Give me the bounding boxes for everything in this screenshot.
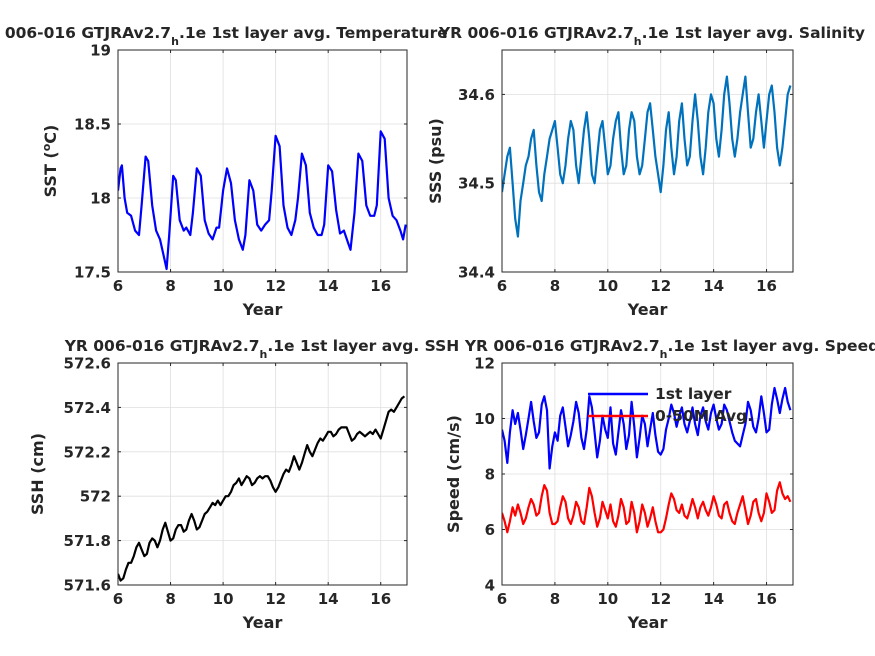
title-subscript: h	[660, 348, 668, 361]
x-tick-label: 8	[550, 590, 560, 608]
series-line-1	[118, 395, 406, 582]
y-tick-label: 571.8	[64, 532, 111, 550]
x-tick-label: 8	[550, 277, 560, 295]
x-tick-label: 12	[650, 277, 671, 295]
subplot-1: 6 8 10 12 14 16 17.5 18 18.5 19 Year SST (oC) YR 006…	[0, 24, 448, 319]
series-line-1	[502, 386, 792, 470]
y-tick-label: 572	[80, 488, 111, 506]
title-main: YR 006-016 GTJRAv2.7	[464, 337, 660, 355]
x-tick-label: 8	[165, 590, 175, 608]
axes-box	[501, 49, 794, 273]
x-tick-label: 10	[213, 590, 234, 608]
y-tick-label: 34.5	[458, 175, 495, 193]
y-tick-label: 10	[474, 410, 495, 428]
y-label-main: SSH (cm)	[28, 433, 47, 515]
y-tick-label: 34.4	[458, 264, 495, 282]
x-tick-label: 12	[265, 590, 286, 608]
subplot-title: YR 006-016 GTJRAv2.7h.1e 1st layer avg. …	[464, 337, 875, 361]
y-tick-label: 572.6	[64, 355, 111, 373]
title-rest: .1e 1st layer avg. Temperature	[179, 24, 448, 42]
legend-label-1: 1st layer	[655, 385, 732, 403]
x-tick-label: 16	[756, 277, 777, 295]
title-main: YR 006-016 GTJRAv2.7	[64, 337, 260, 355]
series-group	[502, 386, 792, 534]
x-tick-label: 12	[265, 277, 286, 295]
y-axis-label: SSS (psu)	[426, 118, 445, 204]
x-axis-label: Year	[627, 613, 668, 632]
x-tick-label: 10	[213, 277, 234, 295]
title-subscript: h	[260, 348, 268, 361]
series-group	[118, 130, 407, 271]
x-tick-label: 16	[756, 590, 777, 608]
y-tick-label: 18.5	[74, 116, 111, 134]
title-main: YR 006-016 GTJRAv2.7	[0, 24, 171, 42]
y-axis-label: SST (oC)	[40, 125, 61, 198]
x-tick-label: 14	[703, 590, 724, 608]
plot-area	[118, 363, 407, 585]
x-tick-label: 14	[703, 277, 724, 295]
series-group	[502, 75, 792, 238]
y-label-rest: C)	[41, 125, 60, 144]
series-line-1	[502, 75, 792, 238]
y-tick-label: 6	[485, 521, 495, 539]
x-tick-label: 12	[650, 590, 671, 608]
title-rest: .1e 1st layer avg. Speed	[668, 337, 875, 355]
axes-box	[117, 49, 408, 273]
subplot-title: YR 006-016 GTJRAv2.7h.1e 1st layer avg. …	[0, 24, 448, 48]
x-axis-label: Year	[242, 613, 283, 632]
y-tick-label: 34.6	[458, 86, 495, 104]
y-tick-label: 8	[485, 466, 495, 484]
x-tick-label: 8	[165, 277, 175, 295]
y-tick-label: 572.4	[64, 399, 111, 417]
x-tick-label: 6	[113, 590, 123, 608]
title-rest: .1e 1st layer avg. SSH	[267, 337, 459, 355]
y-label-main: SST (	[41, 151, 60, 197]
title-main: YR 006-016 GTJRAv2.7	[438, 24, 634, 42]
x-tick-label: 6	[497, 590, 507, 608]
y-tick-label: 571.6	[64, 577, 111, 595]
series-line-2	[502, 481, 792, 534]
y-tick-label: 17.5	[74, 264, 111, 282]
y-tick-label: 572.2	[64, 443, 111, 461]
title-rest: .1e 1st layer avg. Salinity	[642, 24, 865, 42]
subplot-title: YR 006-016 GTJRAv2.7h.1e 1st layer avg. …	[64, 337, 460, 361]
y-axis-label: SSH (cm)	[28, 433, 47, 515]
y-tick-label: 4	[485, 577, 495, 595]
y-tick-label: 18	[90, 190, 111, 208]
x-tick-label: 14	[318, 277, 339, 295]
x-tick-label: 16	[370, 590, 391, 608]
axes-box	[117, 362, 408, 586]
subplot-title: YR 006-016 GTJRAv2.7h.1e 1st layer avg. …	[438, 24, 865, 48]
x-axis-label: Year	[242, 300, 283, 319]
plot-area	[118, 50, 407, 272]
y-label-superscript: o	[40, 143, 53, 151]
x-tick-label: 10	[597, 590, 618, 608]
subplot-3: 6 8 10 12 14 16 571.6 571.8 572 572.2 572.4 572.6 Ye…	[28, 337, 459, 632]
y-tick-label: 19	[90, 42, 111, 60]
series-line-1	[118, 130, 407, 271]
x-tick-label: 6	[113, 277, 123, 295]
y-label-main: SSS (psu)	[426, 118, 445, 204]
y-axis-label: Speed (cm/s)	[444, 415, 463, 533]
x-tick-label: 10	[597, 277, 618, 295]
subplot-2: 6 8 10 12 14 16 34.4 34.5 34.6 Year SSS (psu) YR 00…	[426, 24, 865, 319]
title-subscript: h	[171, 35, 179, 48]
y-tick-label: 12	[474, 355, 495, 373]
y-label-main: Speed (cm/s)	[444, 415, 463, 533]
x-tick-label: 6	[497, 277, 507, 295]
x-axis-label: Year	[627, 300, 668, 319]
series-group	[118, 395, 406, 582]
title-subscript: h	[634, 35, 642, 48]
legend: 1st layer 0-50M Avg.	[588, 385, 753, 425]
x-tick-label: 16	[370, 277, 391, 295]
legend-label-2: 0-50M Avg.	[655, 407, 753, 425]
x-tick-label: 14	[318, 590, 339, 608]
